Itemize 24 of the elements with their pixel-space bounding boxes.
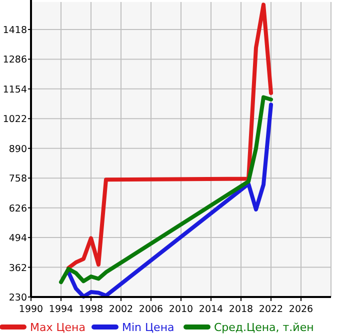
x-tick-label: 2014 bbox=[198, 304, 224, 315]
legend-label: Max Цена bbox=[30, 321, 86, 334]
y-tick-label: 230 bbox=[8, 292, 27, 304]
x-tick-label: 1994 bbox=[48, 304, 74, 315]
x-tick-label: 2022 bbox=[258, 304, 284, 315]
legend-label: Сред.Цена, т.йен bbox=[214, 321, 314, 334]
x-tick-label: 2006 bbox=[138, 304, 164, 315]
y-tick-label: 1154 bbox=[2, 84, 27, 96]
x-tick-label: 2026 bbox=[288, 304, 314, 315]
x-tick-label: 2018 bbox=[228, 304, 254, 315]
legend-label: Min Цена bbox=[122, 321, 174, 334]
x-tick-label: 2010 bbox=[168, 304, 194, 315]
y-tick-label: 1286 bbox=[2, 54, 27, 66]
y-tick-label: 362 bbox=[8, 262, 27, 274]
x-tick-label: 1990 bbox=[18, 304, 44, 315]
y-tick-label: 494 bbox=[8, 233, 27, 244]
y-tick-label: 758 bbox=[8, 174, 27, 185]
line-series bbox=[66, 2, 273, 270]
x-tick-label: 1998 bbox=[78, 304, 104, 315]
y-tick-label: 1418 bbox=[2, 24, 27, 36]
y-tick-label: 1022 bbox=[2, 114, 27, 126]
y-tick-label: 626 bbox=[8, 203, 27, 214]
x-tick-label: 2002 bbox=[108, 304, 134, 315]
y-tick-label: 890 bbox=[8, 144, 27, 155]
